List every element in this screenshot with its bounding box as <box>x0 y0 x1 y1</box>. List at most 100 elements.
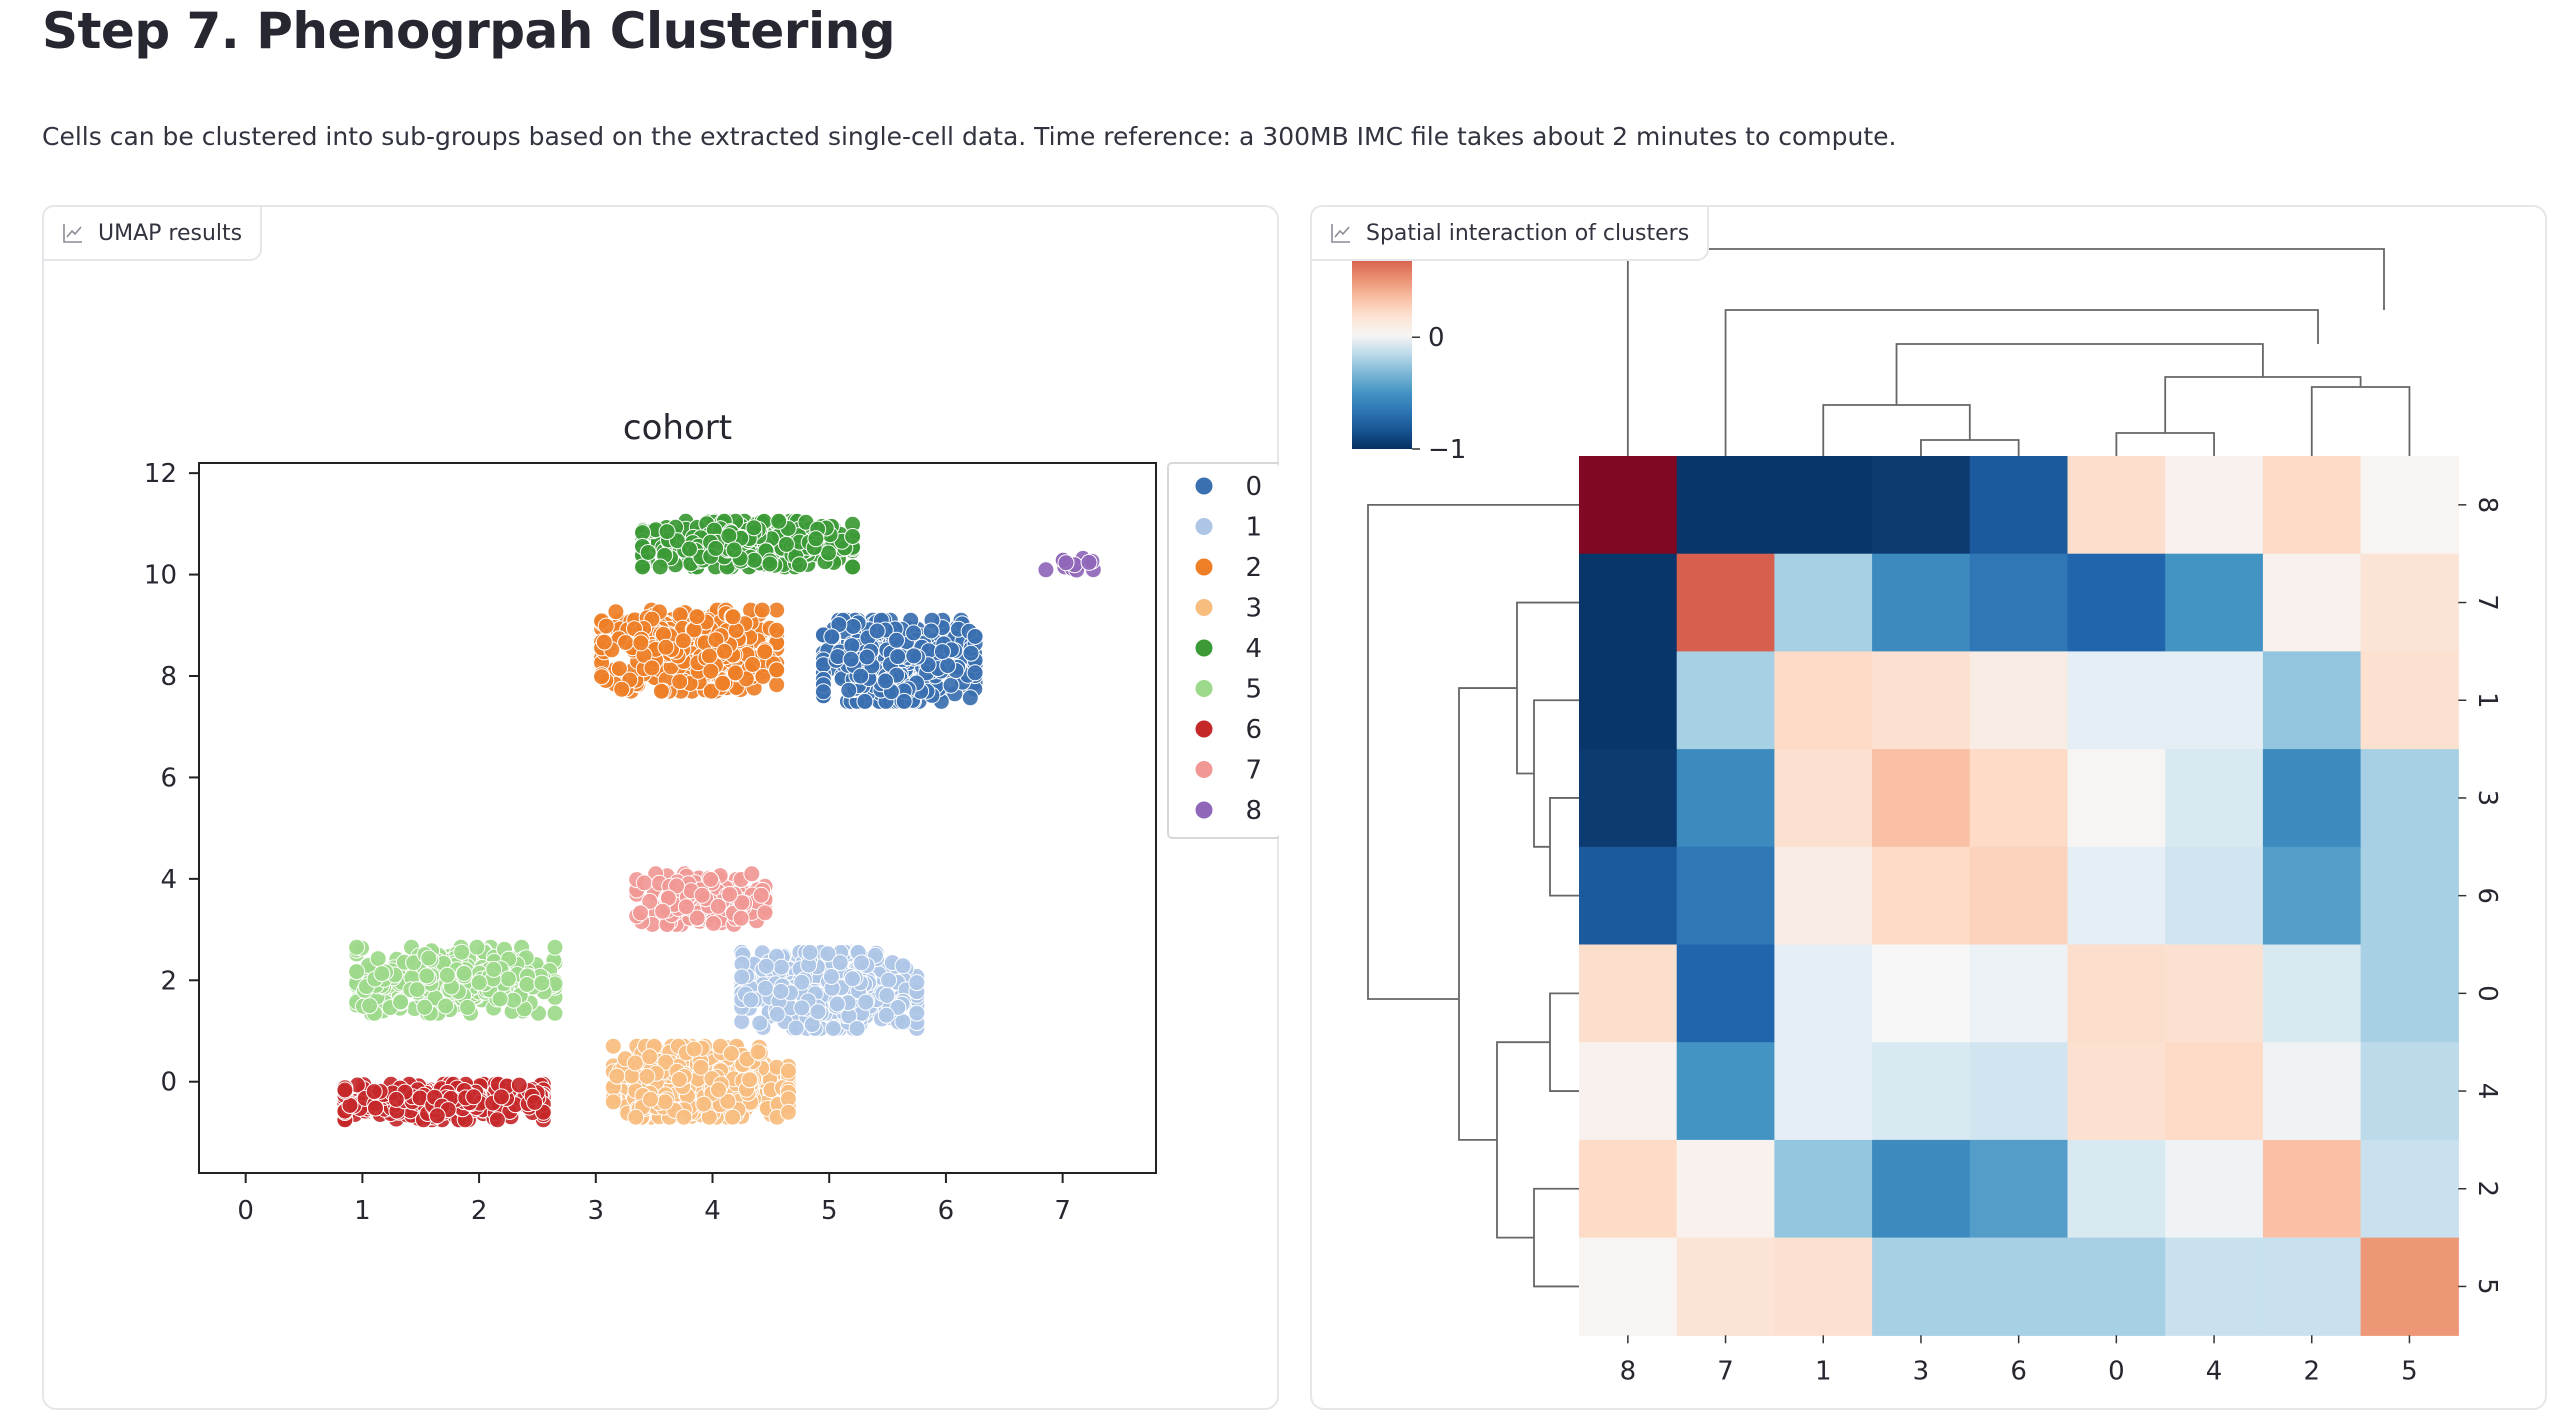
scatter-point-cluster-3 <box>710 1081 727 1099</box>
chart-legend: 0 1 2 3 4 5 6 7 8 <box>1167 462 1279 839</box>
chart-title: cohort <box>623 408 732 448</box>
scatter-point-cluster-5 <box>533 974 551 992</box>
heatmap-cell <box>1969 1042 2069 1141</box>
scatter-point-cluster-1 <box>768 1005 786 1023</box>
scatter-point-cluster-5 <box>348 963 366 981</box>
scatter-point-cluster-0 <box>852 667 870 685</box>
scatter-point-cluster-0 <box>842 650 860 668</box>
scatter-point-cluster-3 <box>779 1062 797 1080</box>
y-tick-label: 4 <box>160 865 177 895</box>
scatter-point-cluster-1 <box>751 1014 769 1032</box>
scatter-point-cluster-4 <box>639 544 657 561</box>
scatter-point-cluster-3 <box>638 1068 656 1085</box>
scatter-point-cluster-4 <box>745 551 763 569</box>
scatter-point-cluster-0 <box>868 622 886 640</box>
scatter-point-cluster-0 <box>905 624 923 642</box>
heatmap-cell <box>2262 553 2362 652</box>
scatter-point-cluster-7 <box>705 914 722 932</box>
scatter-point-cluster-4 <box>761 555 779 573</box>
heatmap-cell <box>2165 846 2264 946</box>
scatter-point-cluster-4 <box>681 540 698 558</box>
scatter-point-cluster-0 <box>961 689 979 707</box>
scatter-point-cluster-4 <box>844 528 862 545</box>
scatter-point-cluster-3 <box>779 1103 797 1121</box>
heatmap-cell <box>1676 944 1775 1043</box>
col-label: 6 <box>2010 1356 2027 1386</box>
scatter-point-cluster-5 <box>420 949 438 967</box>
dendrogram-link <box>1533 699 1579 848</box>
scatter-point-cluster-7 <box>709 897 727 915</box>
heatmap-cell <box>1676 456 1775 555</box>
umap-panel: UMAP results cohort 0 1 2 3 4 5 6 7 0 2 4 6 8 10 12 0 1 2 3… <box>42 205 1279 1410</box>
heatmap-cell <box>1872 749 1971 848</box>
legend-label: 2 <box>1245 553 1262 583</box>
heatmap-cell <box>2165 1042 2264 1141</box>
row-label: 5 <box>2472 1278 2502 1295</box>
scatter-point-cluster-2 <box>700 647 718 665</box>
umap-tab[interactable]: UMAP results <box>42 205 263 261</box>
scatter-point-cluster-5 <box>459 998 477 1016</box>
row-label: 3 <box>2472 790 2502 807</box>
scatter-point-cluster-1 <box>852 954 870 972</box>
colorbar-tick-label: 0 <box>1428 323 1445 353</box>
legend-marker <box>1194 557 1214 577</box>
heatmap-cell <box>2360 1042 2459 1141</box>
scatter-point-cluster-7 <box>756 904 774 922</box>
heatmap-cell <box>2262 749 2362 848</box>
heatmap-cell <box>1774 749 1873 848</box>
scatter-point-cluster-1 <box>772 958 790 976</box>
scatter-point-cluster-6 <box>387 1090 405 1108</box>
scatter-point-cluster-0 <box>823 628 841 646</box>
scatter-point-cluster-2 <box>768 661 786 679</box>
scatter-point-cluster-1 <box>828 995 846 1013</box>
scatter-point-cluster-7 <box>693 886 711 904</box>
dendrogram-link <box>1549 797 1579 897</box>
heatmap-cell <box>1676 651 1775 750</box>
scatter-point-cluster-4 <box>658 523 676 541</box>
scatter-point-cluster-7 <box>743 865 761 883</box>
scatter-point-cluster-2 <box>768 601 786 619</box>
scatter-point-cluster-6 <box>510 1076 528 1094</box>
heatmap-cell <box>2360 456 2459 555</box>
scatter-point-cluster-5 <box>418 967 436 985</box>
col-label: 3 <box>1913 1356 1930 1386</box>
heatmap-cell <box>1579 456 1678 555</box>
scatter-point-cluster-3 <box>695 1095 713 1113</box>
heatmap-cell <box>2262 944 2362 1043</box>
scatter-point-cluster-2 <box>597 617 615 635</box>
legend-label: 8 <box>1245 796 1262 826</box>
legend-marker <box>1194 679 1214 698</box>
scatter-point-cluster-2 <box>688 608 706 626</box>
dendrogram-link <box>2310 386 2411 456</box>
scatter-point-cluster-2 <box>716 642 733 660</box>
chart-icon <box>1331 224 1350 243</box>
heatmap-cell <box>1774 651 1873 750</box>
cluster-heatmap-chart: 8 7 1 3 6 0 4 2 5 8 7 1 3 6 0 4 2 5 0 −1 <box>1352 248 2502 1386</box>
scatter-point-cluster-2 <box>593 668 611 686</box>
scatter-point-cluster-0 <box>966 628 984 645</box>
legend-marker <box>1194 638 1214 658</box>
scatter-point-cluster-3 <box>626 1054 644 1072</box>
scatter-point-cluster-4 <box>807 530 825 548</box>
scatter-point-cluster-6 <box>488 1111 506 1129</box>
col-label: 7 <box>1717 1356 1734 1386</box>
heatmap-cell <box>1872 553 1971 652</box>
scatter-point-cluster-7 <box>721 885 739 903</box>
dendrogram-link <box>1724 309 2319 456</box>
row-label: 6 <box>2472 887 2502 904</box>
scatter-point-cluster-4 <box>720 527 738 545</box>
scatter-point-cluster-5 <box>348 938 366 956</box>
scatter-point-cluster-2 <box>744 656 762 673</box>
heatmap-cell <box>1969 651 2069 750</box>
scatter-point-cluster-2 <box>613 680 631 698</box>
heatmap-tab[interactable]: Spatial interaction of clusters <box>1310 205 1710 261</box>
scatter-point-cluster-1 <box>848 1020 866 1037</box>
legend-marker <box>1194 760 1214 779</box>
scatter-point-cluster-7 <box>654 902 672 920</box>
scatter-point-cluster-2 <box>671 673 689 691</box>
scatter-point-cluster-5 <box>361 997 379 1015</box>
heatmap-cell <box>1676 1042 1775 1141</box>
scatter-point-cluster-5 <box>437 997 455 1015</box>
heatmap-cell <box>1676 1139 1775 1239</box>
